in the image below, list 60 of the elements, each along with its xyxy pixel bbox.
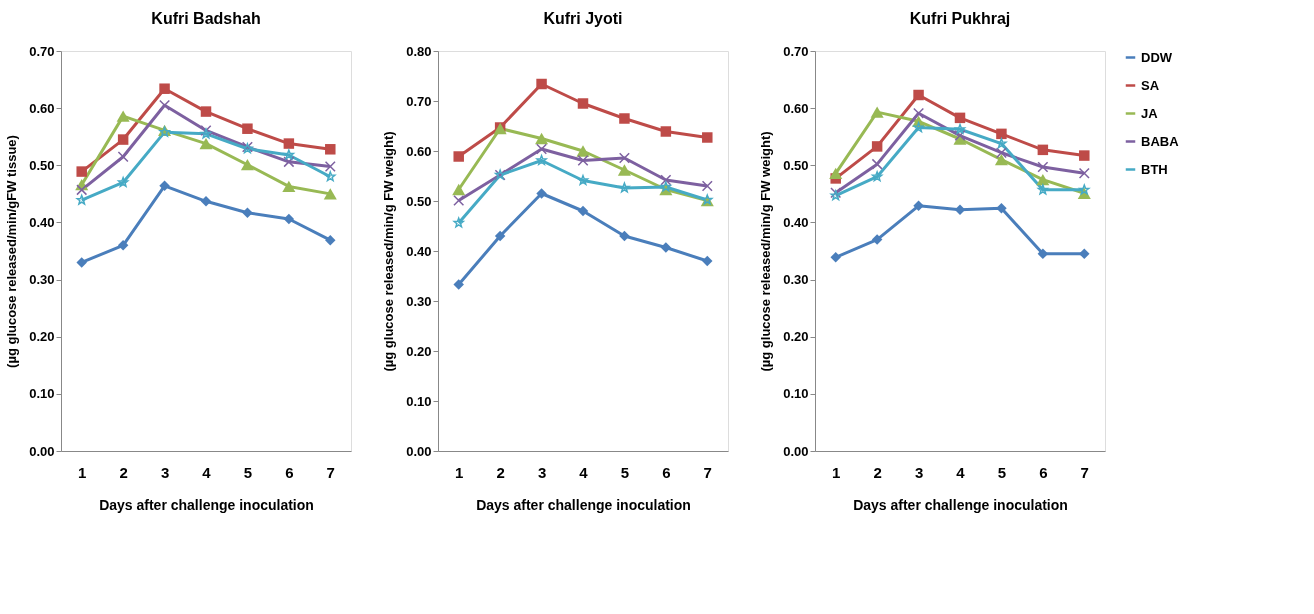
y-tick-label: 0.20 — [406, 343, 432, 359]
y-tick-label: 0.60 — [29, 100, 55, 116]
y-tick-label: 0.20 — [783, 329, 809, 345]
legend-label: JA — [1141, 105, 1159, 121]
chart-title: Kufri Badshah — [151, 10, 261, 27]
x-tick-label: 5 — [620, 463, 630, 481]
y-tick-label: 0.20 — [29, 329, 55, 345]
x-tick-label: 7 — [1080, 463, 1089, 481]
x-tick-label: 2 — [873, 463, 882, 481]
x-tick-label: 3 — [914, 463, 924, 481]
y-axis-title: (µg glucose released/min/g FW weight) — [758, 131, 774, 372]
y-tick-label: 0.70 — [406, 93, 432, 109]
y-tick-label: 0.30 — [29, 272, 55, 288]
x-tick-label: 6 — [662, 463, 671, 481]
y-tick-label: 0.10 — [29, 386, 55, 402]
y-tick-label: 0.30 — [783, 272, 809, 288]
y-tick-label: 0.70 — [783, 43, 809, 59]
x-tick-label: 6 — [1039, 463, 1048, 481]
y-tick-label: 0.50 — [406, 193, 432, 209]
y-axis-title: (µg glucose released/min/gFW tissue) — [4, 135, 20, 368]
x-tick-label: 5 — [997, 463, 1007, 481]
x-tick-label: 7 — [326, 463, 335, 481]
x-tick-label: 6 — [285, 463, 294, 481]
y-tick-label: 0.60 — [406, 143, 432, 159]
y-tick-label: 0.40 — [406, 243, 432, 259]
y-tick-label: 0.00 — [783, 443, 809, 459]
x-tick-label: 1 — [832, 463, 841, 481]
x-tick-label: 1 — [455, 463, 464, 481]
y-tick-label: 0.10 — [406, 393, 432, 409]
x-tick-label: 2 — [496, 463, 505, 481]
x-tick-label: 4 — [202, 463, 212, 481]
y-tick-label: 0.00 — [29, 443, 55, 459]
x-tick-label: 5 — [243, 463, 253, 481]
y-tick-label: 0.50 — [29, 157, 55, 173]
x-axis-title: Days after challenge inoculation — [99, 496, 314, 513]
y-tick-label: 0.80 — [406, 43, 432, 59]
x-axis-title: Days after challenge inoculation — [476, 496, 691, 513]
y-axis-title: (µg glucose released/min/g FW weight) — [381, 131, 397, 372]
y-tick-label: 0.50 — [783, 157, 809, 173]
legend-label: BABA — [1141, 133, 1180, 149]
chart-title: Kufri Jyoti — [543, 10, 623, 27]
x-tick-label: 3 — [160, 463, 170, 481]
y-tick-label: 0.40 — [29, 214, 55, 230]
x-tick-label: 1 — [78, 463, 87, 481]
y-tick-label: 0.60 — [783, 100, 809, 116]
y-tick-label: 0.10 — [783, 386, 809, 402]
y-tick-label: 0.30 — [406, 293, 432, 309]
y-tick-label: 0.40 — [783, 214, 809, 230]
x-tick-label: 7 — [703, 463, 712, 481]
x-axis-title: Days after challenge inoculation — [853, 496, 1068, 513]
x-tick-label: 2 — [119, 463, 128, 481]
legend-label: BTH — [1141, 161, 1168, 177]
y-tick-label: 0.70 — [29, 43, 55, 59]
x-tick-label: 3 — [537, 463, 547, 481]
y-tick-label: 0.00 — [406, 443, 432, 459]
legend-label: SA — [1141, 77, 1160, 93]
x-tick-label: 4 — [579, 463, 589, 481]
x-tick-label: 4 — [956, 463, 966, 481]
legend-label: DDW — [1141, 49, 1173, 65]
chart-title: Kufri Pukhraj — [909, 10, 1011, 27]
